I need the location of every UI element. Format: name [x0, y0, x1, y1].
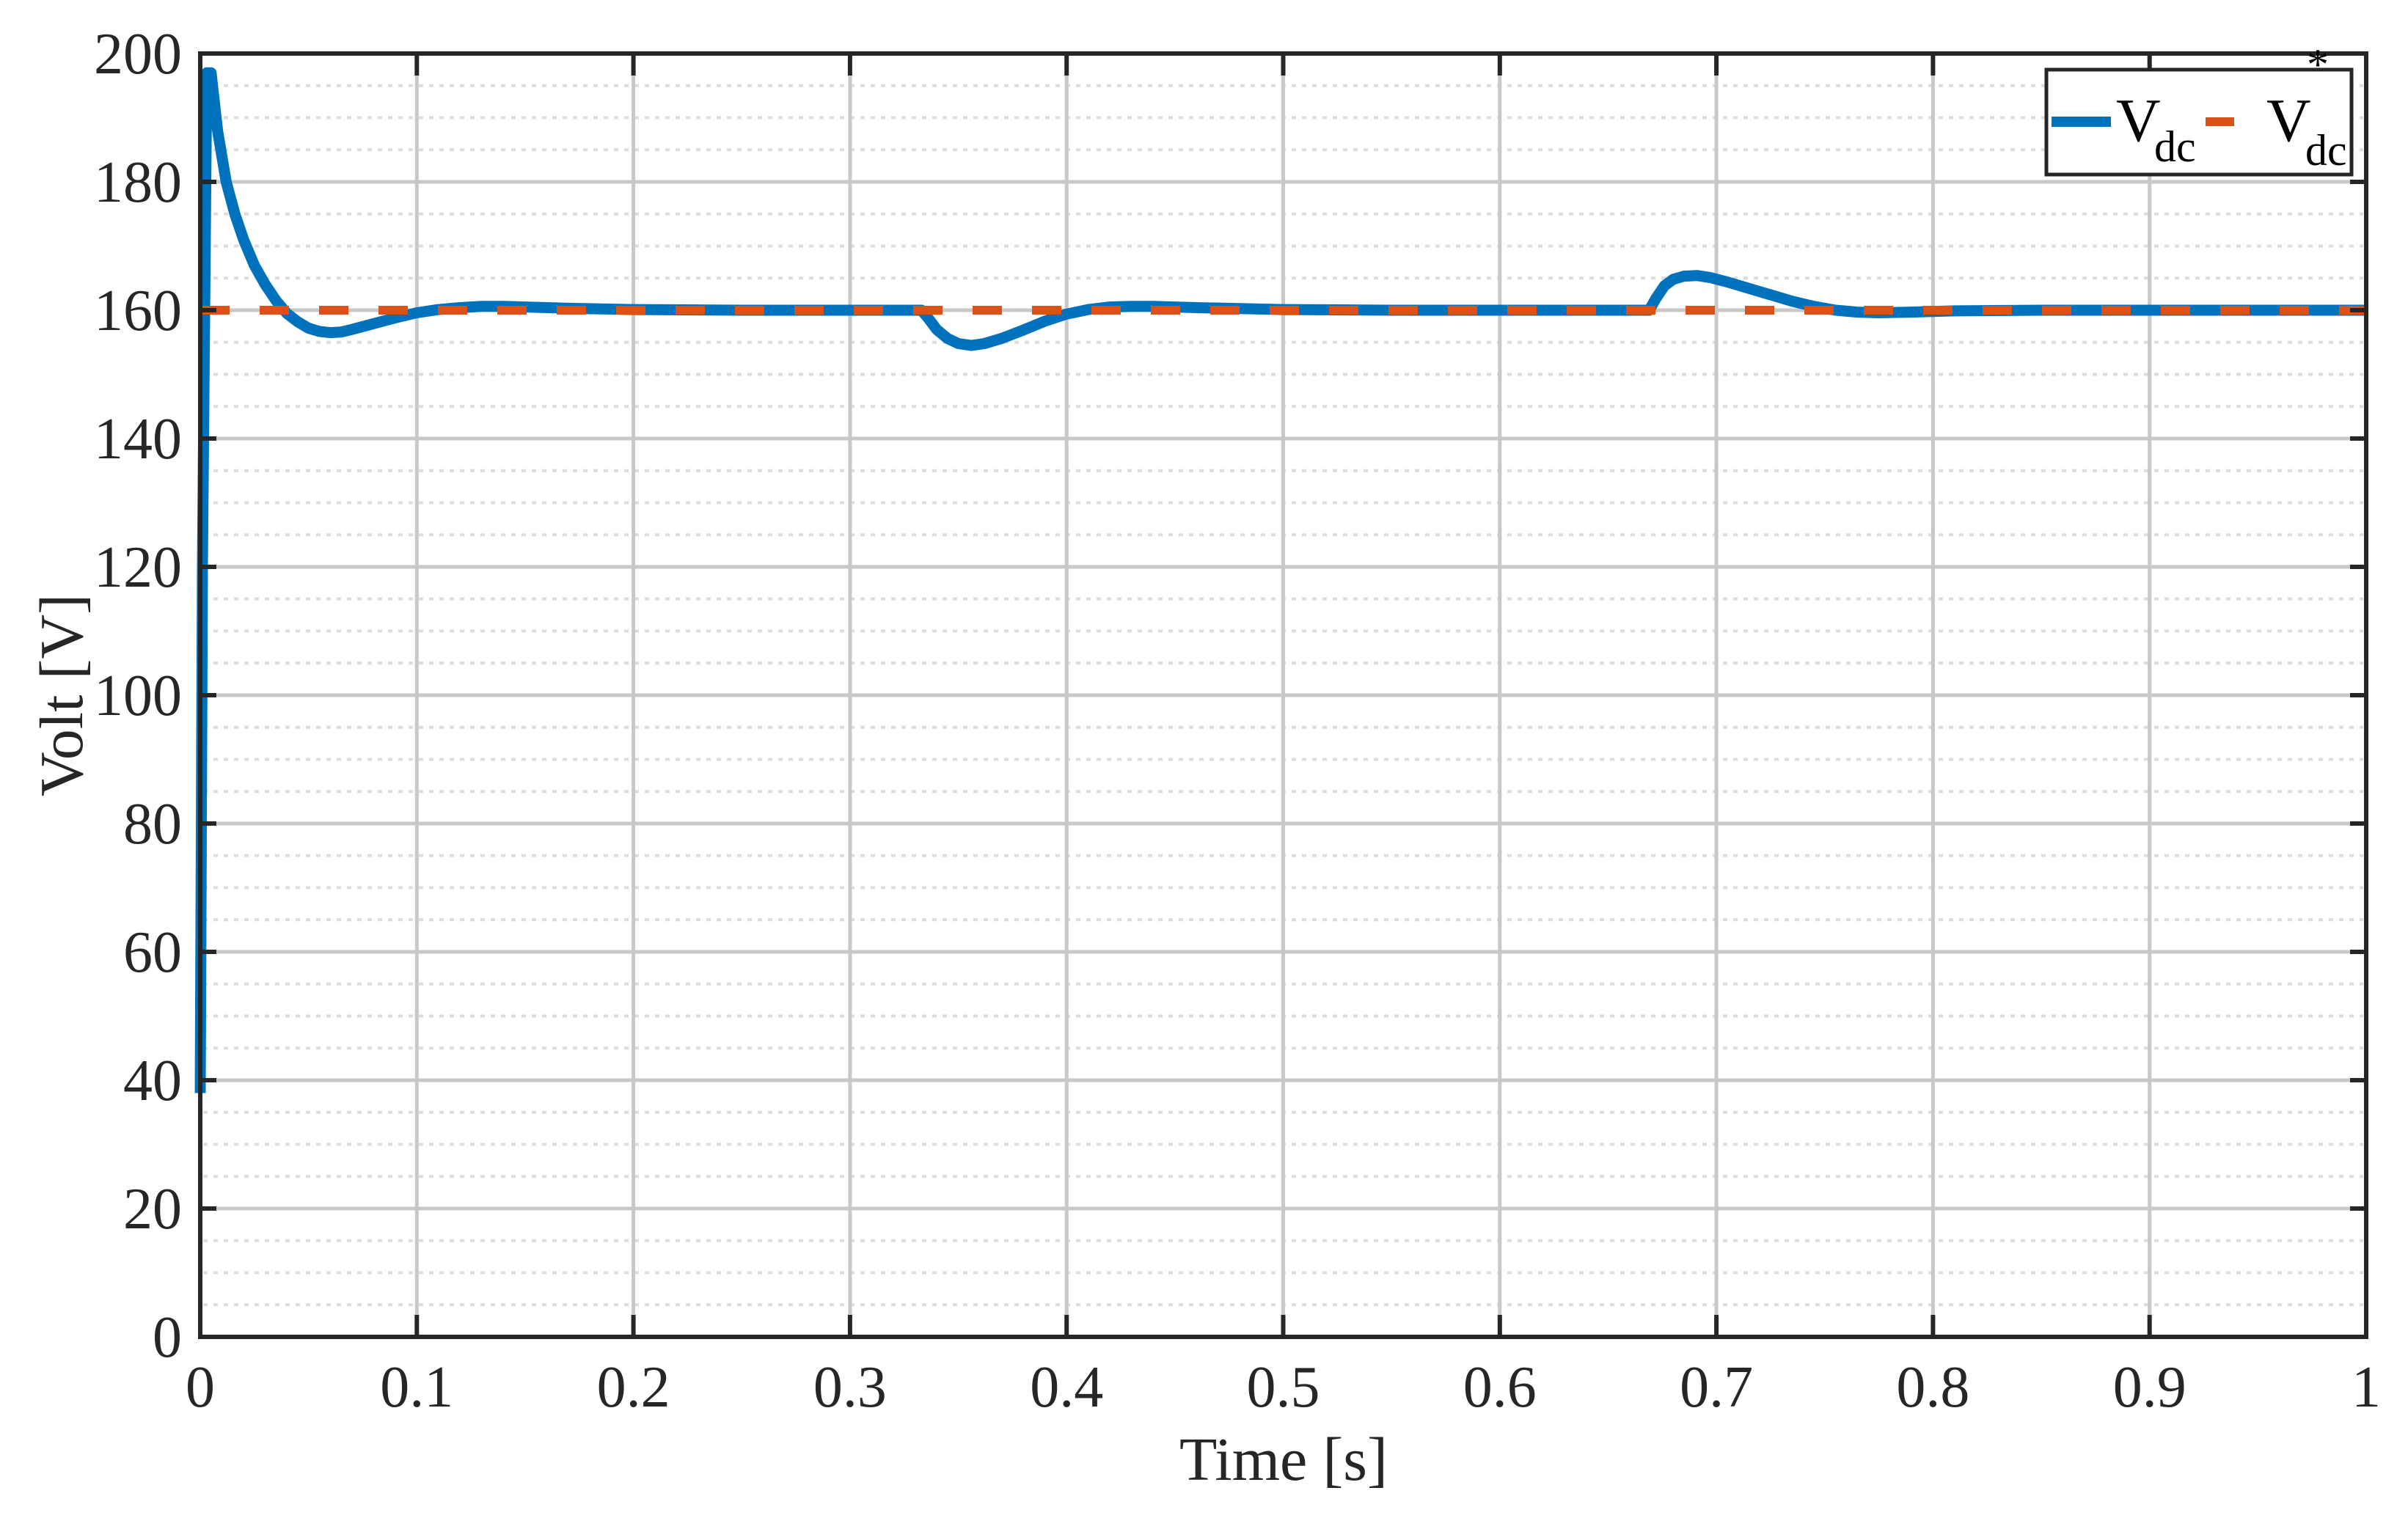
legend-item-vdc[interactable]: V dc [2052, 87, 2196, 171]
legend-label-main: V [2116, 87, 2161, 155]
y-tick-label: 120 [94, 535, 182, 600]
y-axis-label: Volt [V] [28, 594, 96, 796]
y-tick-label: 180 [94, 150, 182, 215]
x-axis-label: Time [s] [1179, 1426, 1388, 1494]
x-tick-label: 0.2 [597, 1355, 670, 1420]
y-tick-label: 200 [94, 22, 182, 87]
x-tick-label: 0.3 [813, 1355, 887, 1420]
x-tick-labels: 0 0.1 0.2 0.3 0.4 0.5 0.6 0.7 0.8 0.9 1 [186, 1355, 2381, 1420]
legend-label-subscript: dc [2154, 122, 2196, 171]
plot-series [194, 67, 2366, 1093]
x-tick-label: 0.4 [1030, 1355, 1103, 1420]
x-tick-label: 0.1 [380, 1355, 453, 1420]
y-tick-label: 160 [94, 279, 182, 343]
y-tick-label: 100 [94, 664, 182, 728]
y-tick-label: 20 [123, 1177, 182, 1242]
y-tick-label: 140 [94, 407, 182, 472]
legend-label-superscript: * [2307, 40, 2329, 89]
y-tick-label: 60 [123, 920, 182, 985]
x-tick-label: 0.8 [1896, 1355, 1969, 1420]
x-tick-label: 0 [186, 1355, 215, 1420]
x-tick-label: 1 [2352, 1355, 2381, 1420]
legend-label-main: V [2266, 87, 2311, 155]
y-tick-label: 0 [153, 1305, 182, 1370]
x-tick-label: 0.9 [2113, 1355, 2186, 1420]
x-tick-label: 0.7 [1680, 1355, 1753, 1420]
x-tick-label: 0.5 [1247, 1355, 1320, 1420]
y-tick-labels: 0 20 40 60 80 100 120 140 160 180 200 [94, 22, 182, 1370]
tick-marks [198, 51, 2368, 1339]
legend: V dc V * dc [2044, 40, 2354, 177]
series-line-measured [194, 67, 2366, 1093]
y-tick-label: 40 [123, 1049, 182, 1113]
legend-label-subscript: dc [2305, 126, 2347, 175]
y-tick-label: 80 [123, 792, 182, 857]
legend-item-vdc-ref[interactable]: V * dc [2206, 40, 2347, 175]
x-tick-label: 0.6 [1463, 1355, 1537, 1420]
